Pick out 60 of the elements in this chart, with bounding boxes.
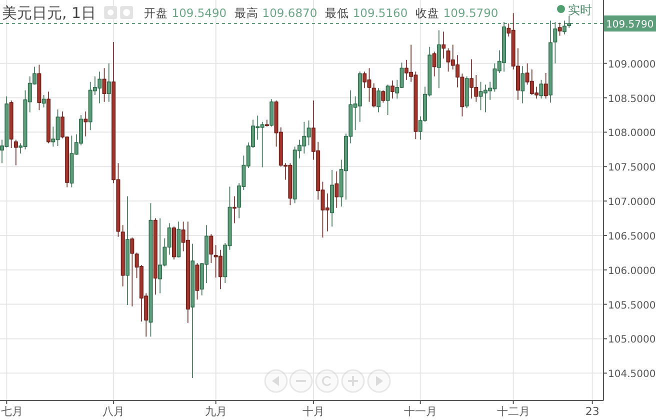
- candlestick: [102, 68, 106, 102]
- y-tick-label: 106.0000: [608, 266, 656, 277]
- candlestick: [126, 196, 130, 306]
- candlestick: [386, 84, 390, 116]
- candlestick: [520, 66, 525, 104]
- candlestick: [334, 171, 339, 208]
- x-tick-label: 八月: [102, 405, 125, 418]
- candlestick: [148, 202, 153, 338]
- candlestick: [120, 224, 125, 287]
- candlestick: [376, 88, 381, 113]
- candlestick: [390, 80, 394, 99]
- candlestick: [42, 94, 46, 108]
- candlestick: [176, 221, 181, 258]
- candlestick: [432, 51, 436, 77]
- x-tick-label: 十二月: [496, 405, 530, 418]
- y-tick-label: 108.5000: [608, 94, 656, 105]
- annotation: 最高 109.6870: [234, 6, 318, 20]
- candlestick: [37, 64, 42, 111]
- candlestick: [106, 62, 111, 102]
- y-tick-label: 104.5000: [608, 369, 656, 380]
- candlestick: [158, 218, 162, 294]
- candlestick: [9, 100, 14, 148]
- candlestick: [558, 22, 562, 36]
- candlestick: [195, 262, 200, 300]
- ref-line-label: 109.5790: [606, 19, 654, 30]
- x-tick-label: 十月: [302, 405, 324, 418]
- annotation: 开盘 109.5490: [144, 6, 227, 20]
- candlestick: [46, 91, 50, 144]
- annotation: 收盘 109.5790: [416, 6, 498, 20]
- candlestick: [442, 31, 446, 59]
- y-tick-label: 105.0000: [608, 334, 656, 346]
- annotation: 实时: [568, 3, 592, 17]
- x-tick-label: 七月: [1, 405, 23, 418]
- y-tick-label: 107.5000: [608, 162, 656, 174]
- candlestick: [464, 76, 469, 108]
- candlestick: [14, 139, 18, 166]
- y-tick-label: 106.5000: [608, 231, 656, 242]
- candlestick: [84, 111, 88, 137]
- candlestick: [381, 90, 386, 103]
- candlestick: [270, 98, 274, 128]
- candlestick: [264, 119, 269, 128]
- y-tick-label: 109.0000: [608, 59, 656, 70]
- annotation: 最低 109.5160: [325, 6, 408, 20]
- candlestick: [186, 221, 190, 324]
- candlestick: [539, 79, 544, 99]
- candlestick: [209, 234, 214, 264]
- candlestick: [172, 226, 176, 260]
- candlestick: [153, 218, 158, 296]
- x-tick-label: 十一月: [404, 405, 437, 418]
- candlestick: [232, 196, 236, 224]
- candlestick: [190, 243, 195, 378]
- y-tick-label: 108.0000: [608, 128, 656, 140]
- chart-title: 美元日元, 1日: [2, 4, 96, 22]
- candlestick: [544, 72, 548, 99]
- x-tick-label: 23: [585, 405, 600, 418]
- y-tick-label: 107.0000: [608, 197, 656, 208]
- y-tick-label: 105.5000: [608, 300, 656, 312]
- candlestick: [330, 170, 334, 227]
- x-tick-label: 九月: [204, 405, 227, 418]
- candlestick: [436, 30, 441, 89]
